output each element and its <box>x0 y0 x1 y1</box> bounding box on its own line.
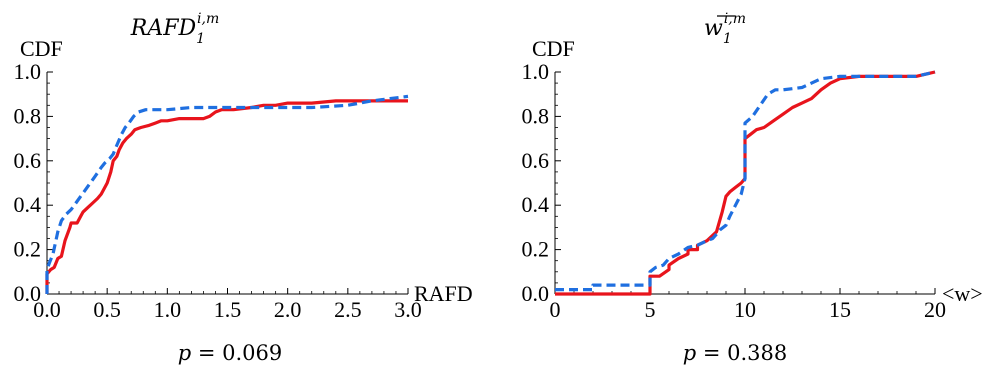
chart-panel-left: RAFD1i,m CDF RAFD 0.0 0.5 1.0 1.5 2.0 2.5 3.00… <box>14 11 473 365</box>
series-line-dashed-blue <box>555 70 936 292</box>
x-tick-label: 10 <box>734 297 756 322</box>
y-tick-label: 0.2 <box>14 237 42 262</box>
x-axis-label-right: <w> <box>942 281 983 306</box>
x-tick-label: 20 <box>924 297 946 322</box>
y-tick-label: 1.0 <box>14 59 42 84</box>
x-tick-label: 0.5 <box>93 297 121 322</box>
x-tick-label: 0 <box>550 297 561 322</box>
series-line-solid-red <box>555 70 936 296</box>
y-tick-label: 0.0 <box>522 281 550 306</box>
y-axis-label-left: CDF <box>20 36 63 61</box>
x-tick-label: 1.0 <box>154 297 182 322</box>
x-tick-label: 2.5 <box>334 297 362 322</box>
p-value-left: p = 0.069 <box>178 341 283 365</box>
series-line-solid-red <box>45 99 408 294</box>
y-tick-label: 1.0 <box>522 59 550 84</box>
chart-title-right: w1i,m <box>704 11 746 47</box>
plot-frame-left <box>46 71 409 295</box>
series-line-dashed-blue <box>45 94 409 294</box>
chart-title-left: RAFD1i,m <box>130 11 219 47</box>
y-tick-label: 0.2 <box>522 237 550 262</box>
y-tick-label: 0.6 <box>14 148 42 173</box>
x-tick-label: 5 <box>645 297 656 322</box>
x-tick-label: 1.5 <box>214 297 242 322</box>
tick-labels-left: 0.0 0.5 1.0 1.5 2.0 2.5 3.0 0.0 0.2 0.4 0.6 0.8 1.0 <box>14 59 422 322</box>
y-tick-label: 0.6 <box>522 148 550 173</box>
plot-frame-right <box>554 71 936 295</box>
x-tick-label: 0.0 <box>33 297 61 322</box>
x-tick-label: 3.0 <box>394 297 422 322</box>
y-tick-label: 0.0 <box>14 281 42 306</box>
y-tick-label: 0.4 <box>14 192 42 217</box>
series-group-left <box>45 94 409 294</box>
chart-panel-right: w1i,m CDF <w> 0 5 10 15 20 0.0 0.2 0.4 0.6 0.8 1.0… <box>522 11 983 365</box>
y-tick-label: 0.4 <box>522 192 550 217</box>
y-axis-label-right: CDF <box>532 36 575 61</box>
x-axis-label-left: RAFD <box>414 281 473 306</box>
p-value-right: p = 0.388 <box>683 341 788 365</box>
y-tick-label: 0.8 <box>14 103 42 128</box>
x-tick-label: 2.0 <box>274 297 302 322</box>
y-tick-label: 0.8 <box>522 103 550 128</box>
series-group-right <box>555 70 936 296</box>
tick-labels-right: 0 5 10 15 20 0.0 0.2 0.4 0.6 0.8 1.0 <box>522 59 947 322</box>
x-tick-label: 15 <box>829 297 851 322</box>
